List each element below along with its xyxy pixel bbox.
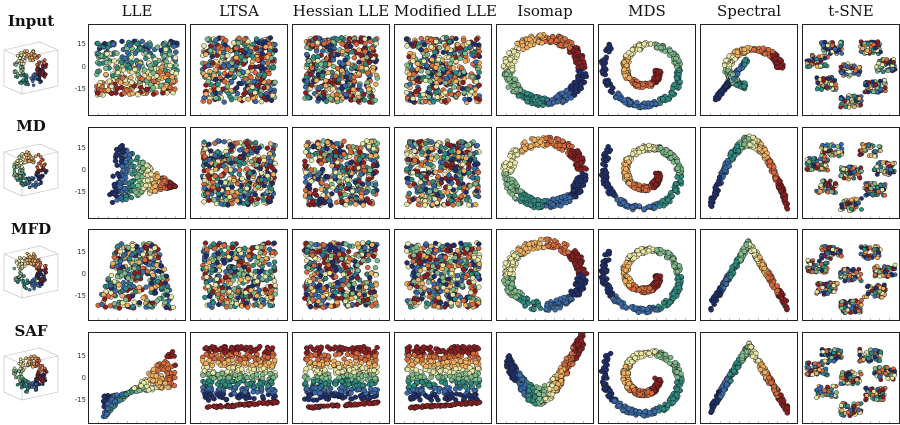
panel-saf-tsne bbox=[802, 332, 900, 424]
panel-md-lle bbox=[88, 127, 186, 219]
input-3d-thumbnail bbox=[0, 36, 62, 98]
y-tick-label: 0 bbox=[81, 166, 86, 174]
row-title-saf: SAF bbox=[14, 322, 48, 340]
panel-saf-modified-lle bbox=[394, 332, 492, 424]
row-title-md: MD bbox=[16, 117, 46, 135]
panel-mfd-mds bbox=[598, 229, 696, 321]
column-title-tsne: t-SNE bbox=[828, 2, 874, 20]
panel-input-isomap bbox=[496, 24, 594, 116]
panel-md-spectral bbox=[700, 127, 798, 219]
column-title-mds: MDS bbox=[628, 2, 666, 20]
panel-input-ltsa bbox=[190, 24, 288, 116]
y-tick-label: 0 bbox=[81, 63, 86, 71]
column-title-lle: LLE bbox=[121, 2, 153, 20]
panel-md-mds bbox=[598, 127, 696, 219]
input-3d-thumbnail bbox=[0, 240, 62, 302]
panel-md-isomap bbox=[496, 127, 594, 219]
row-title-mfd: MFD bbox=[10, 220, 52, 238]
panel-saf-mds bbox=[598, 332, 696, 424]
column-title-isomap: Isomap bbox=[517, 2, 573, 20]
y-tick-label: -15 bbox=[74, 188, 86, 196]
panel-input-lle bbox=[88, 24, 186, 116]
panel-md-ltsa bbox=[190, 127, 288, 219]
panel-mfd-hessian-lle bbox=[292, 229, 390, 321]
y-tick-label: 15 bbox=[77, 144, 86, 152]
panel-input-spectral bbox=[700, 24, 798, 116]
y-tick-label: 0 bbox=[81, 374, 86, 382]
panel-saf-ltsa bbox=[190, 332, 288, 424]
panel-input-modified-lle bbox=[394, 24, 492, 116]
panel-md-tsne bbox=[802, 127, 900, 219]
panel-mfd-lle bbox=[88, 229, 186, 321]
panel-saf-lle bbox=[88, 332, 186, 424]
panel-saf-hessian-lle bbox=[292, 332, 390, 424]
column-title-hessian-lle: Hessian LLE bbox=[292, 2, 390, 20]
panel-mfd-isomap bbox=[496, 229, 594, 321]
input-3d-thumbnail bbox=[0, 342, 62, 404]
panel-input-mds bbox=[598, 24, 696, 116]
y-tick-label: -15 bbox=[74, 396, 86, 404]
input-3d-thumbnail bbox=[0, 138, 62, 200]
panel-input-tsne bbox=[802, 24, 900, 116]
y-tick-label: 0 bbox=[81, 270, 86, 278]
y-tick-label: -15 bbox=[74, 85, 86, 93]
y-tick-label: 15 bbox=[77, 352, 86, 360]
panel-md-hessian-lle bbox=[292, 127, 390, 219]
y-tick-label: 15 bbox=[77, 248, 86, 256]
y-tick-label: -15 bbox=[74, 292, 86, 300]
panel-md-modified-lle bbox=[394, 127, 492, 219]
row-title-input: Input bbox=[7, 12, 55, 30]
panel-mfd-ltsa bbox=[190, 229, 288, 321]
panel-saf-isomap bbox=[496, 332, 594, 424]
panel-saf-spectral bbox=[700, 332, 798, 424]
panel-mfd-modified-lle bbox=[394, 229, 492, 321]
column-title-spectral: Spectral bbox=[716, 2, 782, 20]
y-tick-label: 15 bbox=[77, 40, 86, 48]
column-title-modified-lle: Modified LLE bbox=[394, 2, 497, 20]
column-title-ltsa: LTSA bbox=[219, 2, 259, 20]
panel-input-hessian-lle bbox=[292, 24, 390, 116]
panel-mfd-spectral bbox=[700, 229, 798, 321]
panel-mfd-tsne bbox=[802, 229, 900, 321]
